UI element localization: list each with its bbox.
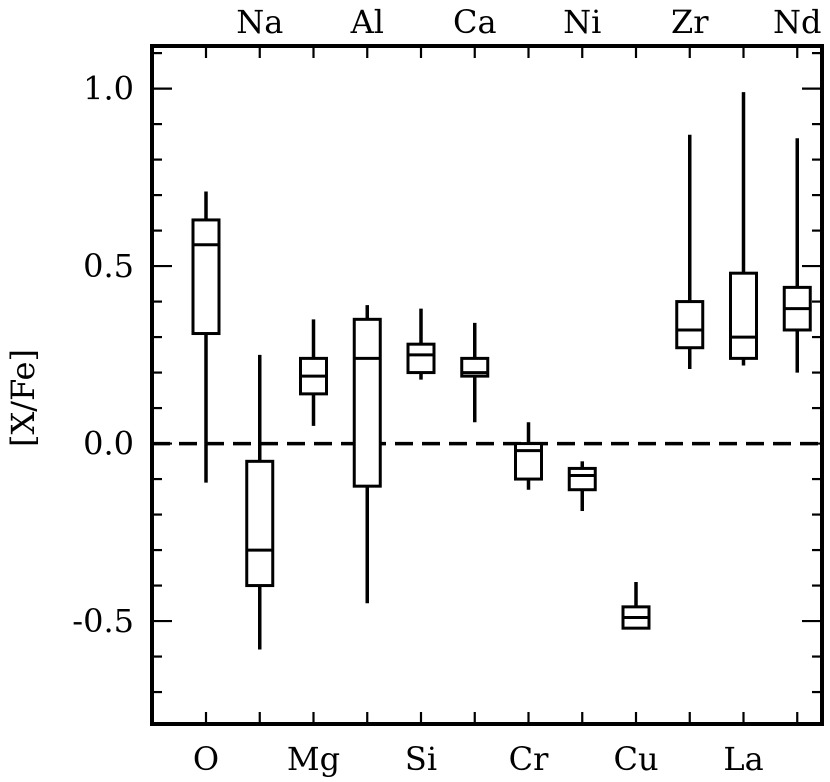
y-tick-label: 0.0 <box>83 425 134 463</box>
box-cu <box>621 582 651 630</box>
box <box>675 300 705 350</box>
x-tick-label-bottom: La <box>723 740 763 778</box>
x-tick-label-bottom: Si <box>405 740 437 778</box>
box-ni <box>567 461 597 512</box>
x-tick-label-bottom: O <box>193 740 219 778</box>
box <box>514 442 543 481</box>
axis-labels: 1.0 0.5 0.0 -0.5 O Na Mg Al Si Ca Cr Ni Cu Zr La Nd <box>72 3 821 778</box>
y-tick-label: 0.5 <box>83 247 134 285</box>
box-la <box>729 92 758 366</box>
box-o <box>191 191 221 483</box>
box-al <box>352 305 382 604</box>
box-zr <box>675 134 705 370</box>
y-axis-label: [X/Fe] <box>4 349 42 447</box>
box-mg <box>299 319 328 426</box>
plot-frame <box>150 44 824 726</box>
y-tick-label: 1.0 <box>83 70 134 108</box>
x-tick-label-bottom: Cr <box>509 740 549 778</box>
x-tick-label-top: Ca <box>453 3 497 41</box>
box-na <box>245 354 275 650</box>
x-tick-label-top: Nd <box>773 3 821 41</box>
box <box>567 466 597 492</box>
x-tick-label-top: Ni <box>563 3 601 41</box>
box-si <box>406 308 436 380</box>
axis-ticks <box>152 46 822 724</box>
box <box>729 271 758 360</box>
x-tick-label-bottom: Cu <box>613 740 658 778</box>
y-tick-label: -0.5 <box>72 602 134 640</box>
box <box>406 342 436 375</box>
box-cr <box>514 422 543 490</box>
box-ca <box>460 322 490 423</box>
x-tick-label-top: Zr <box>671 3 709 41</box>
box <box>245 459 275 588</box>
box-series <box>191 92 812 650</box>
x-tick-label-bottom: Mg <box>287 740 340 778</box>
box-nd <box>782 138 812 373</box>
box <box>191 218 221 336</box>
box <box>352 317 382 488</box>
x-tick-label-top: Al <box>350 3 384 41</box>
x-tick-label-top: Na <box>236 3 283 41</box>
